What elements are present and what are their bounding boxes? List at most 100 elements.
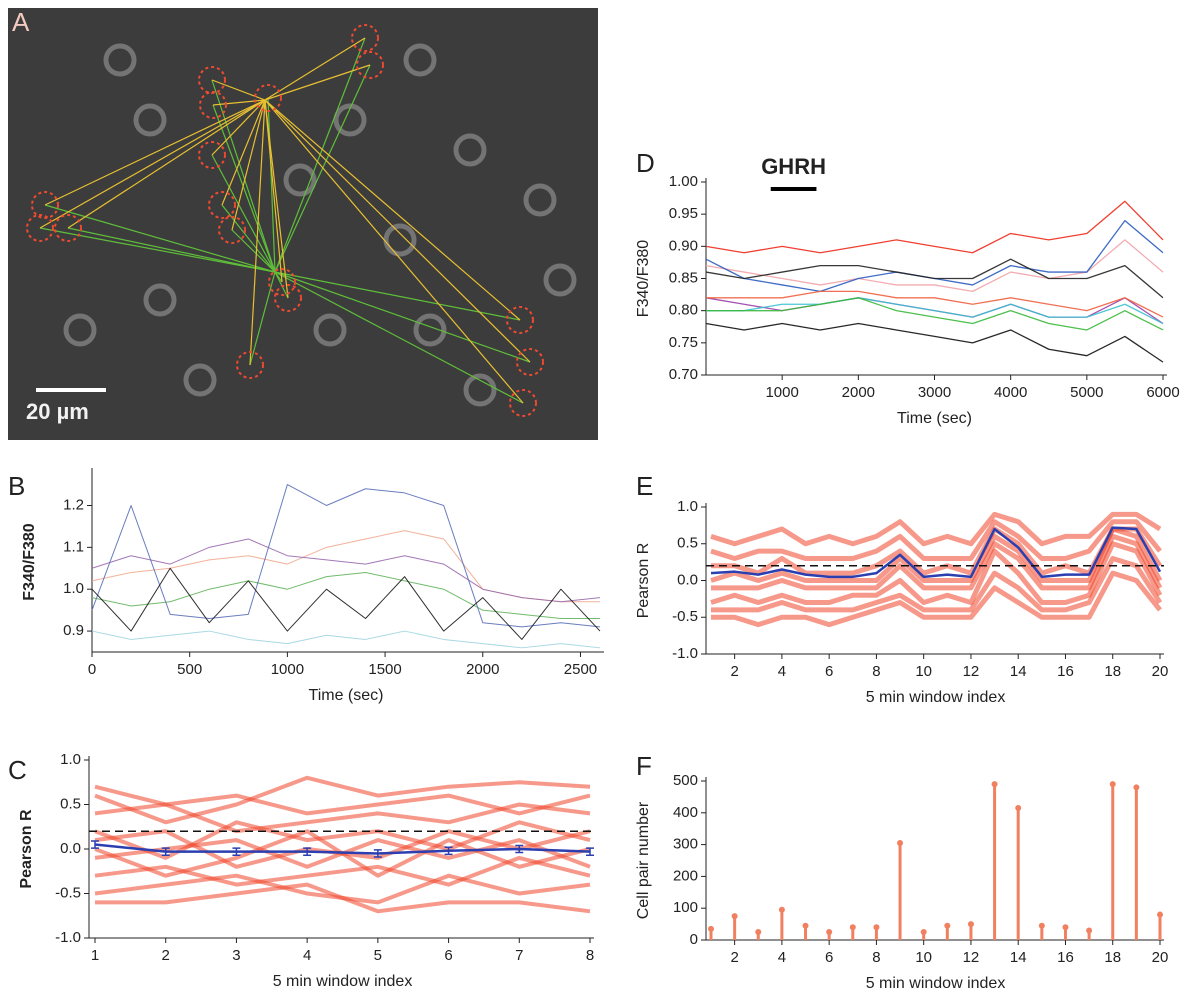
y-axis-label: Pearson R xyxy=(18,809,35,889)
panel-a: A 20 µm xyxy=(8,7,598,440)
stem-head xyxy=(779,907,785,913)
series-line xyxy=(711,529,1160,580)
x-tick-label: 2500 xyxy=(564,661,597,678)
series-line xyxy=(92,572,600,618)
x-axis-label: 5 min window index xyxy=(273,973,413,990)
y-tick-label: 1.0 xyxy=(63,580,84,597)
series-line xyxy=(95,778,590,823)
y-tick-label: 500 xyxy=(673,772,698,789)
y-tick-label: 0.75 xyxy=(669,334,698,351)
y-tick-label: 0.9 xyxy=(63,622,84,639)
y-tick-label: 100 xyxy=(673,899,698,916)
y-tick-label: -1.0 xyxy=(672,645,698,662)
stem-head xyxy=(708,926,714,932)
stem-head xyxy=(1086,927,1092,933)
x-tick-label: 6 xyxy=(825,663,833,680)
stem-head xyxy=(944,923,950,929)
stem-head xyxy=(1110,781,1116,787)
y-tick-label: 0.70 xyxy=(669,366,698,383)
x-tick-label: 10 xyxy=(915,663,932,680)
x-tick-label: 1500 xyxy=(368,661,401,678)
series-line xyxy=(706,221,1163,292)
panel-label: A xyxy=(12,7,30,37)
x-tick-label: 2000 xyxy=(842,384,875,401)
series-line xyxy=(95,885,590,912)
y-tick-label: 0 xyxy=(690,931,698,948)
series-line xyxy=(711,514,1160,543)
x-tick-label: 4 xyxy=(303,947,311,964)
y-tick-label: 1.0 xyxy=(677,498,698,515)
stem-head xyxy=(873,924,879,930)
x-tick-label: 10 xyxy=(915,949,932,966)
y-tick-label: -0.5 xyxy=(672,608,698,625)
series-line xyxy=(95,858,590,885)
y-tick-label: 1.00 xyxy=(669,173,698,190)
panel-label: D xyxy=(636,148,655,178)
x-tick-label: 1000 xyxy=(765,384,798,401)
y-tick-label: -0.5 xyxy=(55,884,81,901)
y-tick-label: 400 xyxy=(673,804,698,821)
panel-label: F xyxy=(636,751,652,781)
x-tick-label: 6000 xyxy=(1146,384,1179,401)
x-tick-label: 20 xyxy=(1152,949,1169,966)
x-tick-label: 4 xyxy=(778,663,786,680)
y-tick-label: 0.5 xyxy=(677,535,698,552)
panel-label: B xyxy=(8,471,25,501)
x-tick-label: 5000 xyxy=(1070,384,1103,401)
y-tick-label: 300 xyxy=(673,836,698,853)
stem-head xyxy=(897,840,903,846)
x-tick-label: 12 xyxy=(963,663,980,680)
series-line xyxy=(92,631,600,648)
stem-head xyxy=(1157,912,1163,918)
x-tick-label: 14 xyxy=(1010,663,1027,680)
y-tick-label: 1.0 xyxy=(60,751,81,768)
y-axis-label: F340/F380 xyxy=(635,240,652,317)
x-axis-label: 5 min window index xyxy=(866,975,1006,992)
series-line xyxy=(92,568,600,639)
x-tick-label: 8 xyxy=(586,947,594,964)
y-tick-label: -1.0 xyxy=(55,929,81,946)
y-tick-label: 0.5 xyxy=(60,795,81,812)
y-tick-label: 0.90 xyxy=(669,237,698,254)
y-tick-label: 200 xyxy=(673,867,698,884)
x-tick-label: 2000 xyxy=(466,661,499,678)
x-axis-label: 5 min window index xyxy=(866,689,1006,706)
stem-head xyxy=(755,929,761,935)
y-tick-label: 0.80 xyxy=(669,302,698,319)
stem-head xyxy=(850,924,856,930)
x-tick-label: 14 xyxy=(1010,949,1027,966)
stem-head xyxy=(992,781,998,787)
x-tick-label: 6 xyxy=(444,947,452,964)
x-tick-label: 5 xyxy=(374,947,382,964)
stem-head xyxy=(921,929,927,935)
y-tick-label: 1.2 xyxy=(63,496,84,513)
y-tick-label: 0.95 xyxy=(669,205,698,222)
x-tick-label: 500 xyxy=(177,661,202,678)
series-line xyxy=(92,539,600,602)
x-tick-label: 12 xyxy=(963,949,980,966)
y-axis-label: Cell pair number xyxy=(635,801,652,919)
x-tick-label: 16 xyxy=(1057,663,1074,680)
x-tick-label: 16 xyxy=(1057,949,1074,966)
figure: A 20 µm B F340/F380 Time (sec) 0.9 1.0 1.1 1.2 0… xyxy=(0,0,1186,1001)
x-tick-label: 2 xyxy=(162,947,170,964)
y-axis-label: Pearson R xyxy=(635,543,652,619)
y-tick-label: 1.1 xyxy=(63,538,84,555)
x-tick-label: 3000 xyxy=(918,384,951,401)
x-tick-label: 18 xyxy=(1104,663,1121,680)
stem-head xyxy=(826,929,832,935)
y-tick-label: 0.85 xyxy=(669,269,698,286)
stem-head xyxy=(1039,923,1045,929)
x-tick-label: 20 xyxy=(1152,663,1169,680)
x-tick-label: 1000 xyxy=(271,661,304,678)
scale-bar-label: 20 µm xyxy=(26,399,89,424)
x-tick-label: 18 xyxy=(1104,949,1121,966)
micrograph xyxy=(8,8,598,440)
stem-head xyxy=(1062,924,1068,930)
x-axis-label: Time (sec) xyxy=(897,410,972,427)
y-axis-label: F340/F380 xyxy=(21,523,38,600)
y-tick-label: 0.0 xyxy=(60,840,81,857)
series-line xyxy=(95,787,590,814)
x-tick-label: 3 xyxy=(232,947,240,964)
x-axis-label: Time (sec) xyxy=(309,687,384,704)
